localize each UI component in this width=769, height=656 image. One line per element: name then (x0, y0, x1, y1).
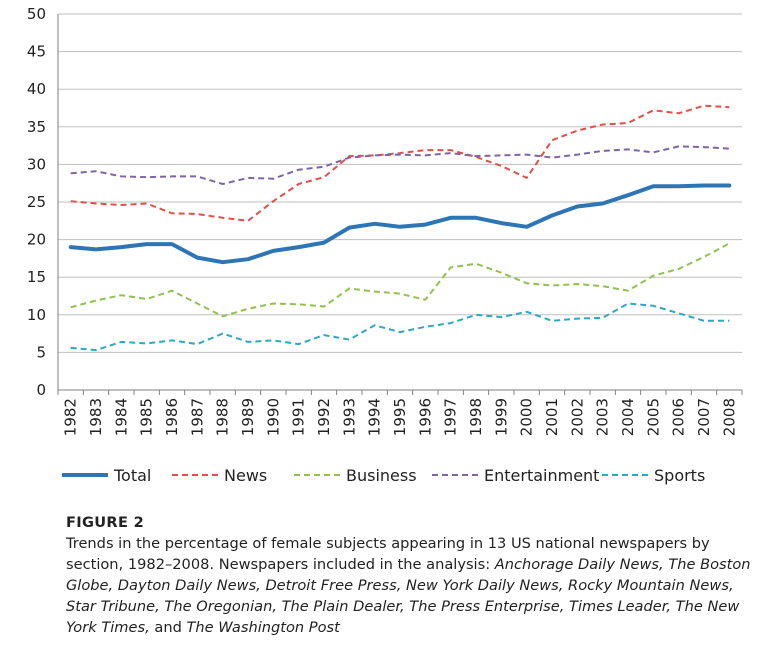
x-tick-label: 1991 (290, 398, 308, 436)
caption-papers-italic-1: Anchorage Daily News, The Boston Globe, … (66, 556, 751, 636)
y-tick-label: 0 (36, 381, 46, 399)
gridlines (58, 13, 742, 353)
series-line-entertainment (70, 145, 730, 185)
caption-papers-italic-2: The Washington Post (186, 619, 340, 636)
axes: 0 5 10 15 20 25 30 35 40 45 50 1982 1983 1984 1985 1986… (27, 5, 743, 436)
series-line-sports (70, 302, 730, 352)
x-tick-label: 2001 (543, 398, 561, 436)
x-tick-label: 1989 (239, 398, 257, 436)
x-tick-label: 2000 (518, 398, 536, 436)
legend-label-sports: Sports (654, 466, 705, 485)
x-tick-label: 2003 (594, 398, 612, 436)
caption-text-and: and (149, 619, 187, 636)
figure-label: FIGURE 2 (66, 514, 145, 531)
figure-caption: FIGURE 2 Trends in the percentage of fem… (66, 512, 756, 638)
x-tick-label: 2004 (619, 398, 637, 436)
y-tick-label: 45 (27, 43, 46, 61)
x-tick-label: 1986 (163, 398, 181, 436)
x-tick-label: 1998 (467, 398, 485, 436)
x-tick-label: 1996 (416, 398, 434, 436)
x-tick-label: 2005 (644, 398, 662, 436)
x-tick-label: 1994 (366, 398, 384, 436)
x-tick-label: 2008 (720, 398, 738, 436)
legend-label-total: Total (113, 466, 151, 485)
x-tick-label: 2006 (670, 398, 688, 436)
x-tick-label: 1988 (214, 398, 232, 436)
y-tick-label: 40 (27, 80, 46, 98)
x-tick-label: 1999 (492, 398, 510, 436)
y-tick-label: 20 (27, 231, 46, 249)
y-tick-label: 25 (27, 193, 46, 211)
x-tick-label: 1992 (315, 398, 333, 436)
x-tick-label: 2002 (568, 398, 586, 436)
x-tick-label: 1984 (112, 398, 130, 436)
x-tick-label: 1993 (340, 398, 358, 436)
y-tick-label: 30 (27, 155, 46, 173)
series-line-news (70, 104, 730, 222)
caption-text-before: Trends in the percentage of female subje… (66, 535, 710, 573)
series-line-business (70, 242, 730, 318)
x-tick-label: 1987 (188, 398, 206, 436)
x-tick-label: 1985 (138, 398, 156, 436)
x-tick-label: 1982 (62, 398, 80, 436)
y-tick-label: 50 (27, 5, 46, 23)
x-tick-label: 2007 (695, 398, 713, 436)
y-tick-label: 35 (27, 118, 46, 136)
y-tick-label: 10 (27, 306, 46, 324)
x-tick-label: 1983 (87, 398, 105, 436)
legend-label-business: Business (346, 466, 417, 485)
figure-description: Trends in the percentage of female subje… (66, 533, 756, 638)
legend-label-news: News (224, 466, 267, 485)
legend: Total News Business Entertainment Sports (62, 466, 705, 485)
y-tick-label: 15 (27, 268, 46, 286)
series-lines (68, 104, 732, 352)
series-line-total (68, 183, 732, 265)
legend-label-entertainment: Entertainment (484, 466, 599, 485)
x-tick-label: 1990 (264, 398, 282, 436)
x-tick-label: 1995 (391, 398, 409, 436)
line-chart: 0 5 10 15 20 25 30 35 40 45 50 1982 1983 1984 1985 1986… (27, 5, 743, 485)
x-tick-label: 1997 (442, 398, 460, 436)
y-tick-label: 5 (36, 343, 46, 361)
